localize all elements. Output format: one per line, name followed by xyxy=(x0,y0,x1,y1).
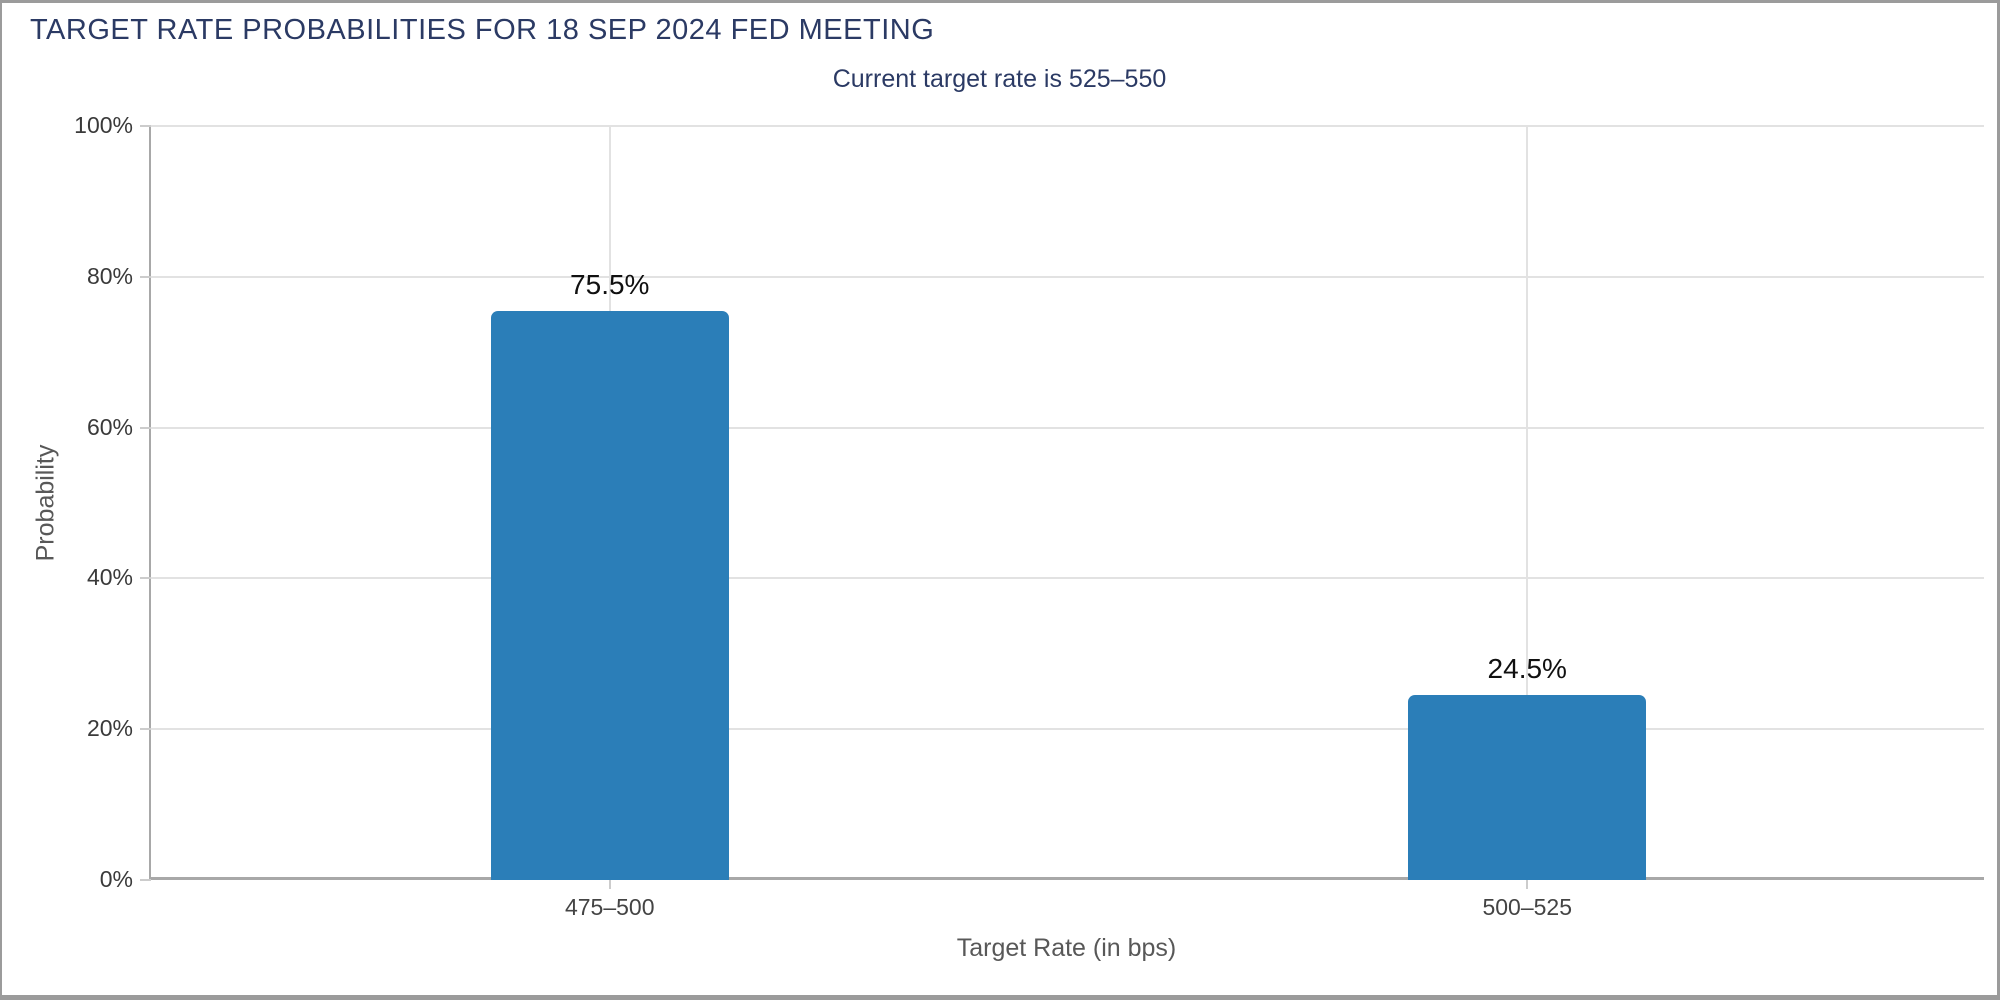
h-gridline xyxy=(151,125,1984,127)
y-tick-label: 100% xyxy=(74,112,133,138)
y-tick xyxy=(140,275,151,278)
v-gridline xyxy=(1526,126,1529,877)
x-tick xyxy=(1526,880,1529,889)
y-tick-label: 40% xyxy=(86,564,133,591)
y-tick-label: 20% xyxy=(86,715,133,742)
y-axis-title: Probability xyxy=(31,444,60,562)
y-tick xyxy=(140,426,151,429)
y-tick-label: 0% xyxy=(99,866,133,892)
y-tick-label: 80% xyxy=(86,262,133,289)
h-gridline xyxy=(151,577,1984,580)
x-tick xyxy=(608,880,611,889)
y-tick xyxy=(140,125,151,127)
h-gridline xyxy=(151,275,1984,278)
y-tick xyxy=(140,879,151,881)
bar-value-label: 24.5% xyxy=(1487,653,1567,685)
chart-title: TARGET RATE PROBABILITIES FOR 18 SEP 202… xyxy=(30,14,935,46)
h-gridline xyxy=(151,728,1984,731)
x-tick-label: 475–500 xyxy=(564,894,655,920)
x-axis-title: Target Rate (in bps) xyxy=(956,934,1177,962)
chart-subtitle: Current target rate is 525–550 xyxy=(832,65,1167,93)
y-tick xyxy=(140,577,151,580)
y-tick xyxy=(140,728,151,731)
plot-area: 0% 20% 40% 60% 80% 100% 75.5% 475–500 24.5% 500–5… xyxy=(74,112,1984,920)
y-tick-label: 60% xyxy=(86,413,133,440)
bar-value-label: 75.5% xyxy=(570,268,650,300)
x-tick-label: 500–525 xyxy=(1482,894,1573,920)
h-gridline xyxy=(151,426,1984,429)
bar xyxy=(490,310,729,880)
bar xyxy=(1408,695,1647,880)
